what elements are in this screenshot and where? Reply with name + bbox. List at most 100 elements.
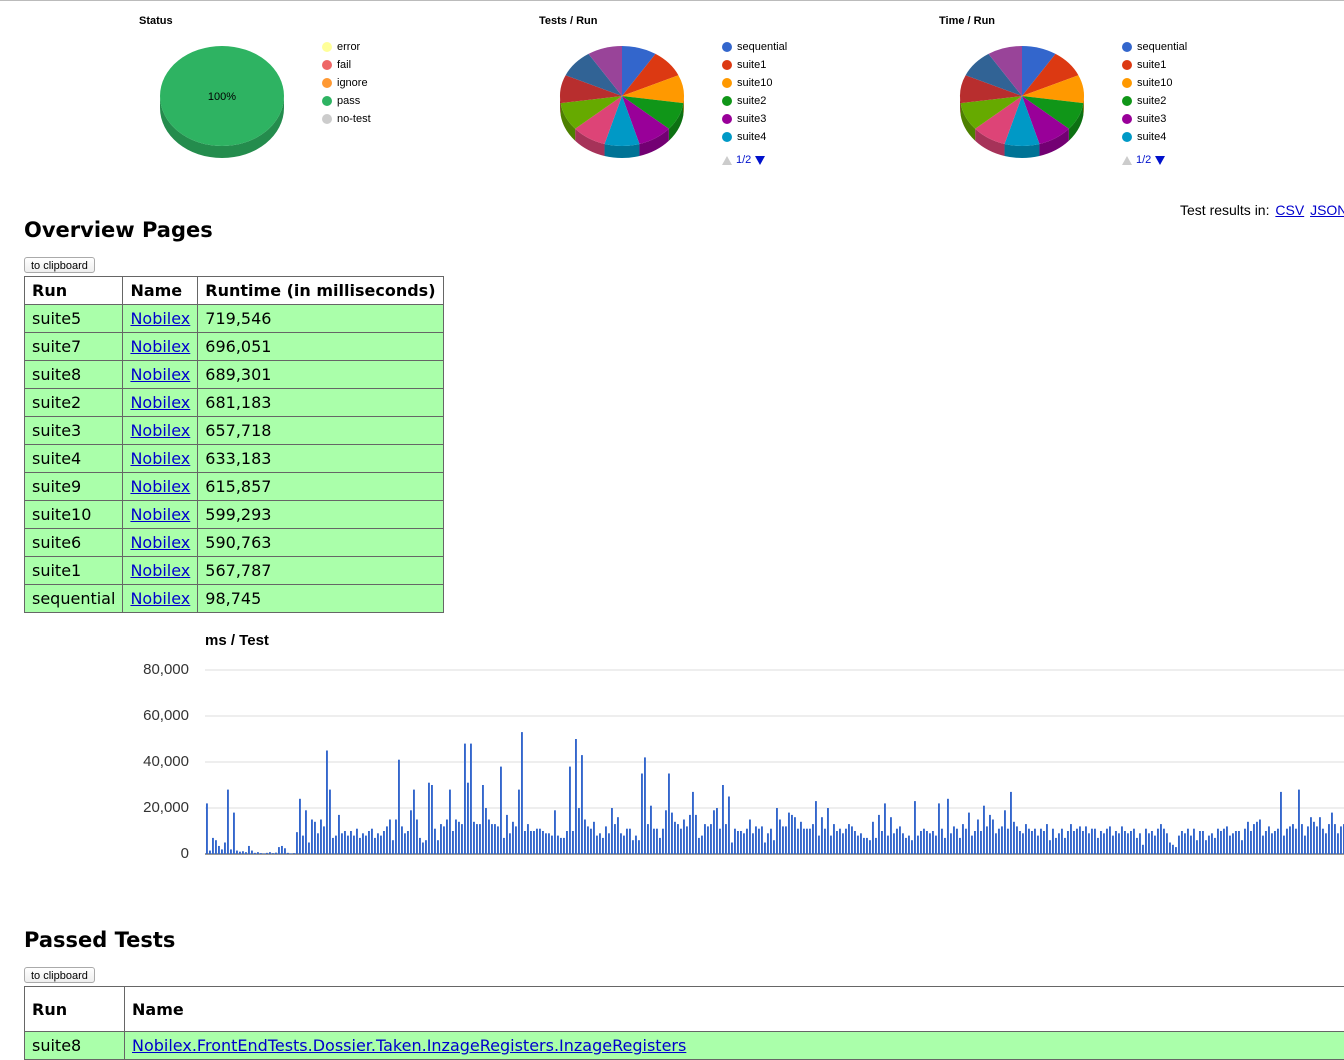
chart-bar[interactable]: [1124, 831, 1126, 854]
chart-bar[interactable]: [704, 824, 706, 854]
chart-bar[interactable]: [731, 842, 733, 855]
chart-bar[interactable]: [890, 817, 892, 854]
chart-bar[interactable]: [1298, 789, 1300, 854]
chart-bar[interactable]: [341, 833, 343, 854]
chart-bar[interactable]: [842, 833, 844, 854]
chart-bar[interactable]: [1160, 824, 1162, 854]
chart-bar[interactable]: [602, 837, 604, 854]
chart-bar[interactable]: [497, 826, 499, 854]
legend-item-suite2[interactable]: suite2: [722, 92, 787, 110]
chart-bar[interactable]: [776, 808, 778, 854]
legend-item-fail[interactable]: fail: [322, 56, 371, 74]
chart-bar[interactable]: [929, 833, 931, 854]
chart-bar[interactable]: [839, 828, 841, 854]
chart-bar[interactable]: [1223, 828, 1225, 854]
name-link[interactable]: Nobilex: [130, 533, 191, 552]
legend-item-ignore[interactable]: ignore: [322, 74, 371, 92]
chart-bar[interactable]: [761, 826, 763, 854]
chart-bar[interactable]: [1121, 826, 1123, 854]
chart-bar[interactable]: [332, 837, 334, 854]
chart-bar[interactable]: [677, 824, 679, 854]
chart-bar[interactable]: [1100, 831, 1102, 854]
chart-bar[interactable]: [386, 826, 388, 854]
chart-bar[interactable]: [1139, 833, 1141, 854]
legend-item-error[interactable]: error: [322, 38, 371, 56]
chart-bar[interactable]: [626, 828, 628, 854]
chart-bar[interactable]: [812, 824, 814, 854]
chart-bar[interactable]: [218, 845, 220, 854]
chart-bar[interactable]: [359, 837, 361, 854]
chart-bar[interactable]: [695, 814, 697, 854]
chart-bar[interactable]: [302, 835, 304, 854]
chart-bar[interactable]: [1058, 833, 1060, 854]
chart-bar[interactable]: [1295, 828, 1297, 854]
chart-bar[interactable]: [746, 828, 748, 854]
chart-bar[interactable]: [581, 755, 583, 854]
chart-bar[interactable]: [1307, 826, 1309, 854]
chart-bar[interactable]: [635, 835, 637, 854]
legend-item-suite1[interactable]: suite1: [722, 56, 787, 74]
time-run-pie-slice[interactable]: [975, 96, 1022, 144]
chart-bar[interactable]: [932, 831, 934, 854]
chart-bar[interactable]: [653, 828, 655, 854]
chart-bar[interactable]: [1316, 826, 1318, 854]
chart-bar[interactable]: [887, 835, 889, 854]
chart-bar[interactable]: [848, 824, 850, 854]
chart-bar[interactable]: [710, 824, 712, 854]
chart-bar[interactable]: [830, 835, 832, 854]
chart-bar[interactable]: [911, 840, 913, 854]
chart-bar[interactable]: [293, 853, 295, 854]
chart-bar[interactable]: [500, 766, 502, 854]
legend-item-suite4[interactable]: suite4: [722, 128, 787, 146]
chart-bar[interactable]: [1313, 821, 1315, 854]
name-link[interactable]: Nobilex: [130, 477, 191, 496]
chart-bar[interactable]: [428, 782, 430, 854]
tests-run-pie-slice[interactable]: [575, 96, 622, 144]
chart-bar[interactable]: [1304, 835, 1306, 854]
chart-bar[interactable]: [230, 849, 232, 854]
chart-bar[interactable]: [308, 842, 310, 855]
chart-bar[interactable]: [1052, 828, 1054, 854]
chart-bar[interactable]: [563, 837, 565, 854]
chart-bar[interactable]: [914, 801, 916, 854]
chart-bar[interactable]: [917, 835, 919, 854]
chart-bar[interactable]: [482, 785, 484, 854]
chart-bar[interactable]: [674, 821, 676, 854]
chart-bar[interactable]: [869, 840, 871, 854]
time-run-pie-slice[interactable]: [960, 75, 1022, 104]
chart-bar[interactable]: [272, 853, 274, 854]
chart-bar[interactable]: [743, 833, 745, 854]
chart-bar[interactable]: [1130, 831, 1132, 854]
chart-bar[interactable]: [1226, 826, 1228, 854]
chart-bar[interactable]: [644, 757, 646, 854]
chart-bar[interactable]: [770, 828, 772, 854]
chart-bar[interactable]: [716, 808, 718, 854]
chart-bar[interactable]: [1271, 833, 1273, 854]
chart-bar[interactable]: [353, 835, 355, 854]
chart-bar[interactable]: [656, 828, 658, 854]
chart-bar[interactable]: [311, 819, 313, 855]
chart-bar[interactable]: [992, 819, 994, 855]
chart-bar[interactable]: [773, 840, 775, 854]
name-link[interactable]: Nobilex: [130, 589, 191, 608]
chart-bar[interactable]: [323, 826, 325, 854]
chart-bar[interactable]: [1259, 819, 1261, 855]
tests-run-pie-slice[interactable]: [622, 96, 684, 129]
chart-bar[interactable]: [536, 828, 538, 854]
time-run-pie-slice[interactable]: [1022, 75, 1084, 104]
time-run-pie-slice[interactable]: [1004, 96, 1040, 146]
chart-bar[interactable]: [1154, 835, 1156, 854]
chart-bar[interactable]: [356, 828, 358, 854]
chart-bar[interactable]: [503, 837, 505, 854]
chart-bar[interactable]: [1286, 828, 1288, 854]
chart-bar[interactable]: [1241, 840, 1243, 854]
chart-bar[interactable]: [1325, 833, 1327, 854]
chart-bar[interactable]: [554, 810, 556, 854]
chart-bar[interactable]: [1268, 826, 1270, 854]
chart-bar[interactable]: [512, 821, 514, 854]
chart-bar[interactable]: [1250, 831, 1252, 854]
chart-bar[interactable]: [662, 828, 664, 854]
chart-bar[interactable]: [977, 819, 979, 855]
chart-bar[interactable]: [1097, 837, 1099, 854]
chart-bar[interactable]: [1085, 826, 1087, 854]
